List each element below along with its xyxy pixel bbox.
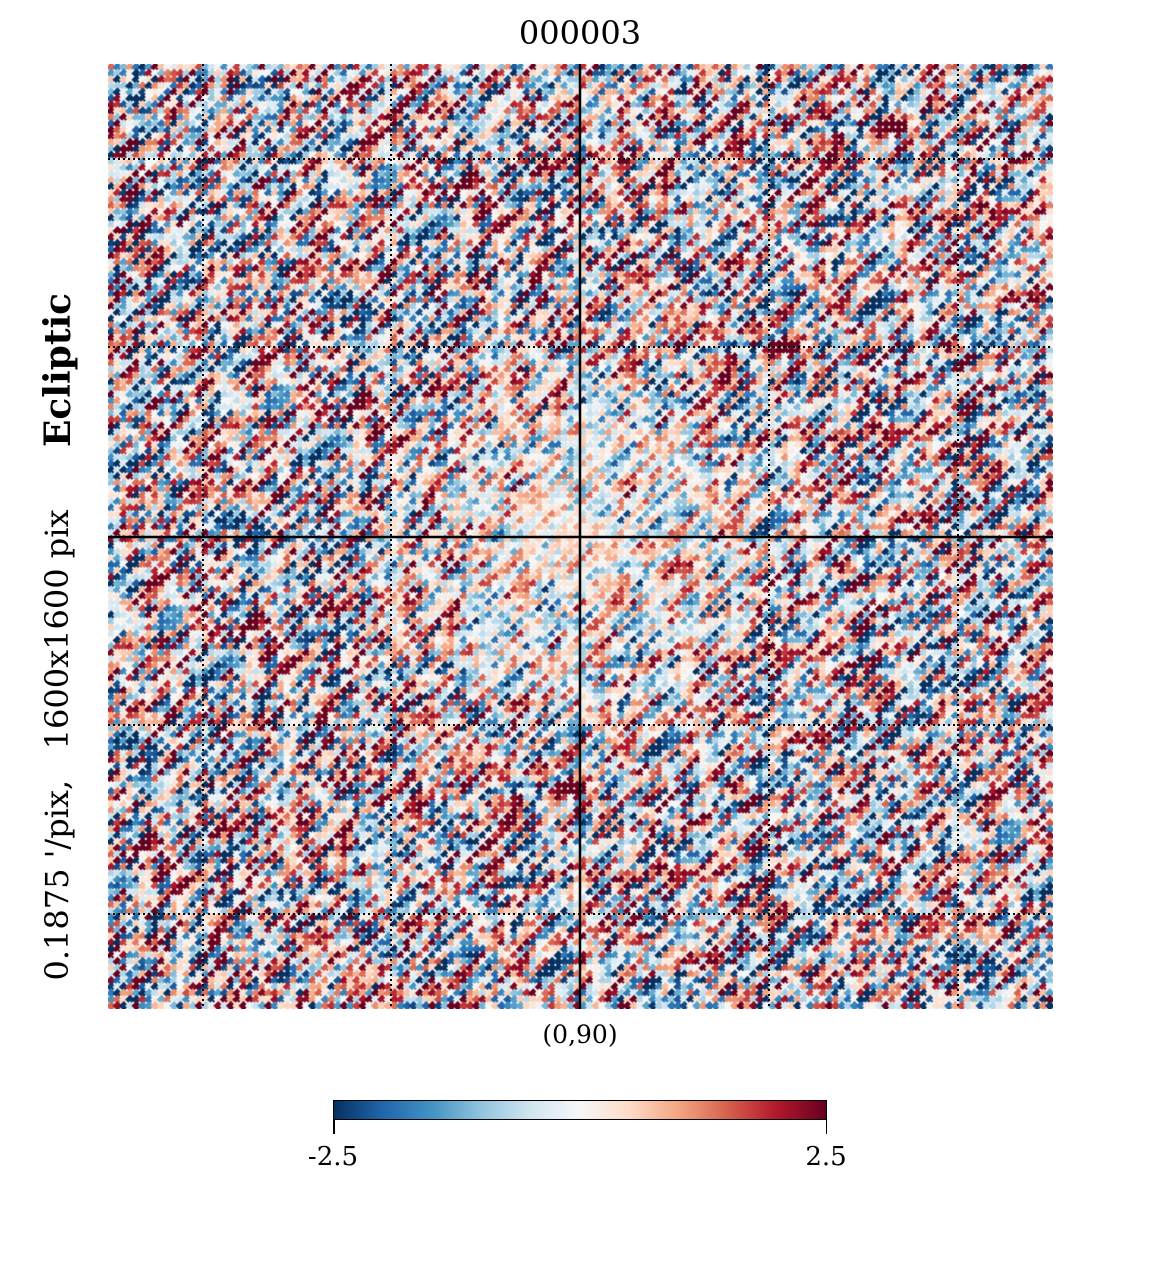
colorbar-min-tick xyxy=(333,1120,335,1134)
graticule-overlay xyxy=(108,64,1053,1009)
colorbar-max-tick xyxy=(825,1120,827,1134)
resolution-label: 0.1875 '/pix, 1600x1600 pix xyxy=(38,509,76,981)
colorbar-max-label: 2.5 xyxy=(805,1142,847,1172)
projection-center-label: (0,90) xyxy=(542,1020,618,1049)
chart-title: 000003 xyxy=(518,14,642,52)
gnomonic-map xyxy=(108,64,1053,1009)
coordinate-system-label: Ecliptic xyxy=(37,292,79,448)
colorbar xyxy=(333,1100,827,1120)
colorbar-min-label: -2.5 xyxy=(307,1142,359,1172)
